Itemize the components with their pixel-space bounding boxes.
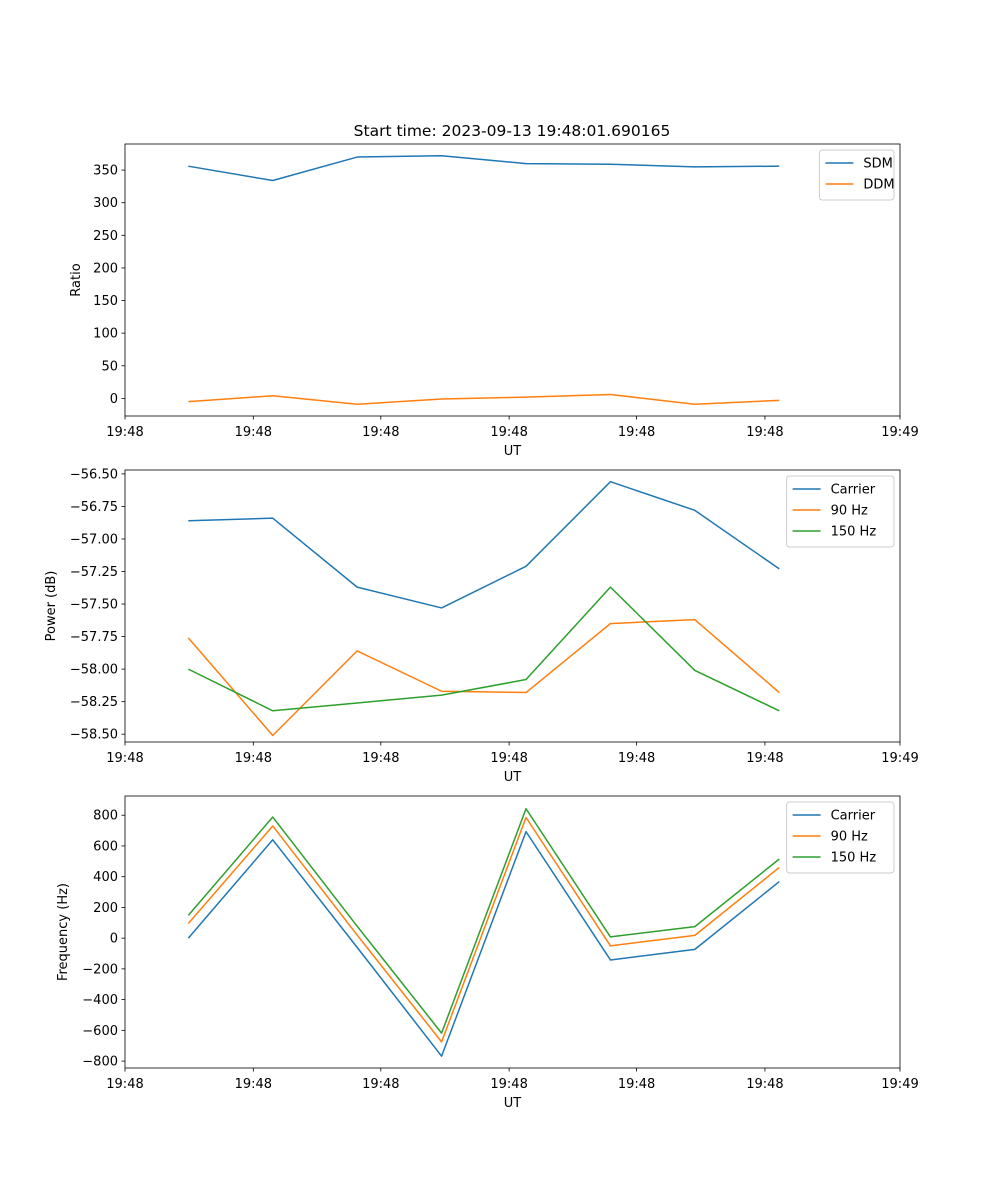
x-tick-label: 19:48 [618,751,655,766]
series-line-90-hz [187,816,780,1043]
y-tick-label: 0 [110,932,118,947]
x-tick-label: 19:49 [881,425,918,440]
y-tick-label: −400 [82,993,118,1008]
series-line-150-hz [187,808,780,1034]
legend: SDM DDM [818,149,895,201]
x-tick-label: 19:48 [362,751,399,766]
series-line-ddm [188,393,780,406]
y-tick-label: 600 [93,839,118,854]
series-line-90-hz [187,618,780,737]
x-tick-label: 19:48 [235,425,272,440]
x-axis-label: UT [504,1096,522,1111]
series-line-carrier [188,480,780,609]
x-tick-label: 19:48 [618,425,655,440]
x-tick-label: 19:49 [881,1077,918,1092]
legend-entry-carrier: Carrier [831,483,876,498]
y-tick-label: −56.75 [70,500,118,515]
x-axis-label: UT [504,444,522,459]
y-tick-label: 800 [93,809,118,824]
y-tick-label: 50 [101,359,118,374]
x-tick-label: 19:48 [490,425,527,440]
legend: Carrier 90 Hz 150 Hz [786,475,895,548]
legend-entry-ddm: DDM [863,178,894,193]
legend-box [786,475,895,548]
y-axis-label: Frequency (Hz) [56,883,71,981]
y-tick-label: 200 [93,901,118,916]
series-line-150-hz [187,586,780,712]
y-tick-label: −200 [82,962,118,977]
figure-title: Start time: 2023-09-13 19:48:01.690165 [354,122,671,140]
x-tick-label: 19:48 [235,1077,272,1092]
x-tick-label: 19:48 [106,425,143,440]
x-tick-label: 19:48 [106,1077,143,1092]
y-tick-label: −800 [82,1055,118,1070]
x-tick-label: 19:49 [881,751,918,766]
y-tick-label: −600 [82,1024,118,1039]
x-tick-label: 19:48 [746,751,783,766]
y-tick-label: −58.00 [70,663,118,678]
y-tick-label: −57.25 [70,565,118,580]
x-tick-label: 19:48 [490,1077,527,1092]
legend-entry-90-hz: 90 Hz [831,504,868,519]
legend-entry-150-hz: 150 Hz [831,525,877,540]
y-tick-label: −57.00 [70,532,118,547]
x-tick-label: 19:48 [618,1077,655,1092]
y-tick-label: 250 [93,229,118,244]
legend-entry-150-hz: 150 Hz [831,851,877,866]
y-tick-label: −57.50 [70,598,118,613]
legend-box [786,801,895,874]
y-axis-label: Power (dB) [44,571,59,642]
y-axis-label: Ratio [69,263,84,296]
x-tick-label: 19:48 [362,425,399,440]
y-tick-label: 200 [93,261,118,276]
axes-frame [124,143,901,417]
y-tick-label: 400 [93,870,118,885]
x-tick-label: 19:48 [235,751,272,766]
x-axis-label: UT [504,770,522,785]
x-tick-label: 19:48 [490,751,527,766]
y-tick-label: 0 [110,392,118,407]
chart-panel-2: 19:48 19:48 19:48 19:48 19:48 19:48 19:49 −58.5… [44,467,919,785]
y-tick-label: 150 [93,294,118,309]
series-line-carrier [187,830,780,1057]
x-tick-label: 19:48 [746,425,783,440]
x-tick-label: 19:48 [362,1077,399,1092]
axes-frame [124,795,901,1069]
y-tick-label: 100 [93,327,118,342]
legend-entry-sdm: SDM [863,157,892,172]
legend: Carrier 90 Hz 150 Hz [786,801,895,874]
x-tick-label: 19:48 [106,751,143,766]
axes-frame [124,469,901,743]
y-tick-label: −56.50 [70,467,118,482]
x-tick-label: 19:48 [746,1077,783,1092]
legend-entry-90-hz: 90 Hz [831,830,868,845]
y-tick-label: −58.25 [70,695,118,710]
chart-panel-3: 19:48 19:48 19:48 19:48 19:48 19:48 19:49 −800 −… [56,795,919,1111]
chart-panel-1: 19:48 19:48 19:48 19:48 19:48 19:48 19:49 0 50 10… [69,143,919,459]
y-tick-label: −57.75 [70,630,118,645]
y-tick-label: −58.50 [70,728,118,743]
y-tick-label: 350 [93,164,118,179]
panels: 19:48 19:48 19:48 19:48 19:48 19:48 19:49 0 50 10… [44,143,919,1111]
y-tick-label: 300 [93,196,118,211]
legend-entry-carrier: Carrier [831,809,876,824]
series-line-sdm [188,154,780,182]
